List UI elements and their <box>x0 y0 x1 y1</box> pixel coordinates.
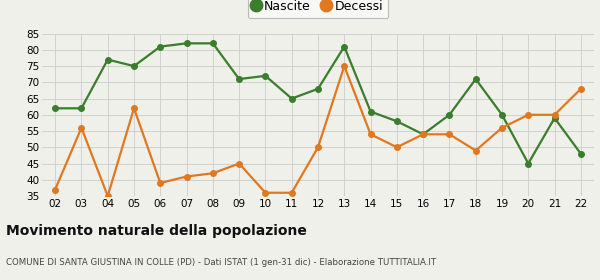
Decessi <box>446 133 453 136</box>
Decessi <box>367 133 374 136</box>
Nascite <box>472 77 479 81</box>
Nascite <box>157 45 164 48</box>
Nascite <box>419 133 427 136</box>
Decessi <box>288 191 295 194</box>
Nascite <box>262 74 269 78</box>
Decessi <box>341 64 348 68</box>
Decessi <box>236 162 243 165</box>
Nascite <box>341 45 348 48</box>
Nascite <box>209 42 217 45</box>
Decessi <box>551 113 558 116</box>
Nascite <box>551 116 558 120</box>
Decessi <box>183 175 190 178</box>
Decessi <box>209 172 217 175</box>
Decessi <box>262 191 269 194</box>
Decessi <box>499 126 506 129</box>
Decessi <box>577 87 584 90</box>
Nascite <box>78 107 85 110</box>
Decessi <box>52 188 59 191</box>
Nascite <box>499 113 506 116</box>
Nascite <box>524 162 532 165</box>
Text: COMUNE DI SANTA GIUSTINA IN COLLE (PD) - Dati ISTAT (1 gen-31 dic) - Elaborazion: COMUNE DI SANTA GIUSTINA IN COLLE (PD) -… <box>6 258 436 267</box>
Decessi <box>157 181 164 185</box>
Legend: Nascite, Decessi: Nascite, Decessi <box>248 0 388 18</box>
Nascite <box>393 120 400 123</box>
Nascite <box>104 58 112 61</box>
Decessi <box>314 146 322 149</box>
Decessi <box>419 133 427 136</box>
Text: Movimento naturale della popolazione: Movimento naturale della popolazione <box>6 224 307 238</box>
Nascite <box>52 107 59 110</box>
Decessi <box>472 149 479 152</box>
Nascite <box>236 77 243 81</box>
Decessi <box>130 107 137 110</box>
Nascite <box>130 64 137 68</box>
Decessi <box>393 146 400 149</box>
Line: Nascite: Nascite <box>52 41 584 166</box>
Nascite <box>367 110 374 113</box>
Nascite <box>314 87 322 90</box>
Nascite <box>577 152 584 155</box>
Decessi <box>104 194 112 198</box>
Decessi <box>78 126 85 129</box>
Decessi <box>524 113 532 116</box>
Line: Decessi: Decessi <box>52 63 584 199</box>
Nascite <box>288 97 295 100</box>
Nascite <box>183 42 190 45</box>
Nascite <box>446 113 453 116</box>
